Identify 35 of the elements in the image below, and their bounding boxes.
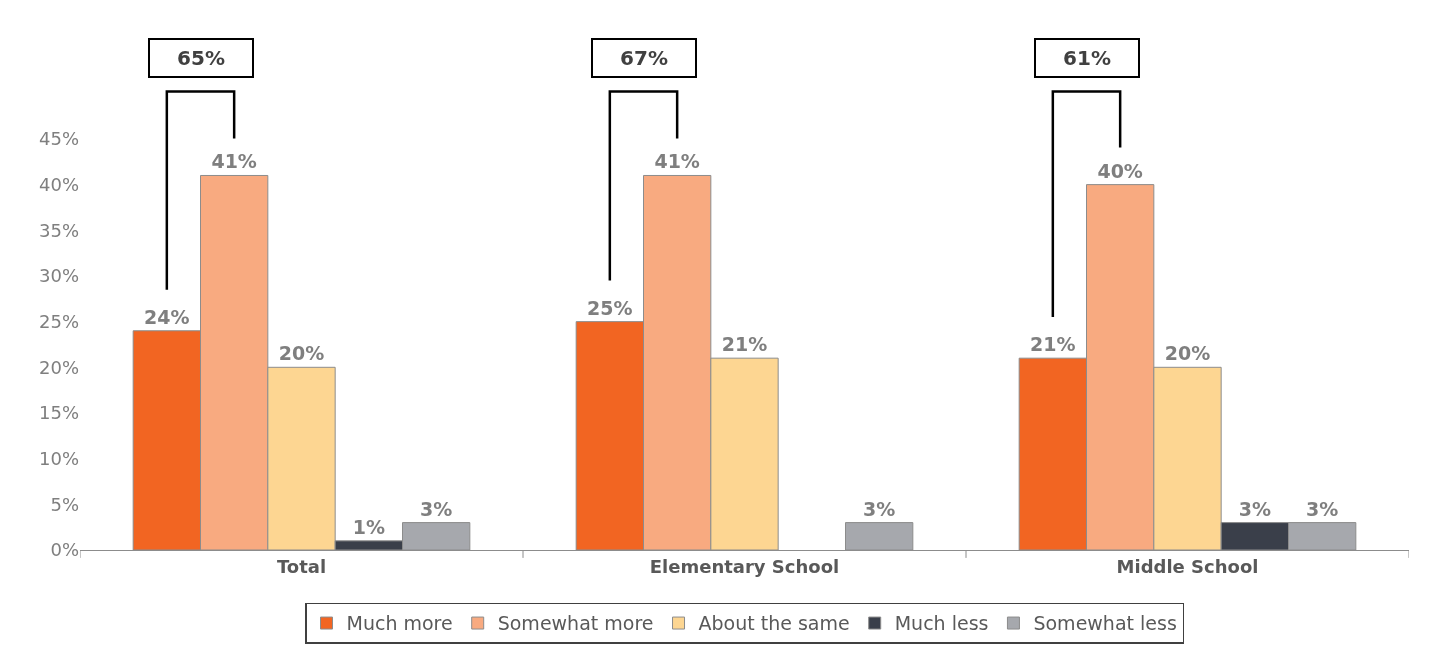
legend-label: About the same (698, 612, 850, 635)
y-tick-label: 20% (38, 356, 79, 378)
y-tick-label: 45% (38, 128, 79, 150)
y-tick-label: 35% (38, 219, 79, 241)
data-label: 3% (1306, 497, 1339, 520)
y-tick-label: 40% (38, 173, 79, 195)
data-label: 41% (654, 150, 700, 173)
text: 65% (177, 46, 225, 70)
data-label: 20% (1164, 342, 1211, 365)
x-tick-label: Total (276, 555, 327, 577)
data-label: 21% (721, 333, 768, 356)
x-tick-label: Elementary School (649, 555, 840, 577)
data-label: 20% (278, 342, 325, 365)
text: 61% (1063, 46, 1111, 70)
data-label: 3% (863, 497, 896, 520)
data-label: 3% (1238, 497, 1271, 520)
legend-label: Somewhat less (1033, 612, 1177, 635)
y-tick-label: 25% (38, 310, 79, 332)
y-tick-label: 0% (50, 539, 79, 561)
data-label: 41% (211, 150, 257, 173)
data-label: 1% (352, 515, 385, 538)
x-tick-label: Middle School (1116, 555, 1259, 577)
legend-label: Much more (346, 612, 453, 635)
y-tick-label: 5% (50, 493, 79, 515)
y-tick-label: 30% (38, 265, 79, 287)
legend-label: Much less (894, 612, 989, 635)
text: 67% (620, 46, 668, 70)
data-label: 40% (1097, 159, 1143, 182)
y-tick-label: 15% (38, 402, 79, 424)
data-label: 3% (420, 497, 453, 520)
data-label: 24% (144, 305, 190, 328)
legend-label: Somewhat more (497, 612, 654, 635)
data-label: 25% (587, 296, 633, 319)
y-tick-label: 10% (38, 447, 79, 469)
data-label: 21% (1030, 333, 1076, 356)
